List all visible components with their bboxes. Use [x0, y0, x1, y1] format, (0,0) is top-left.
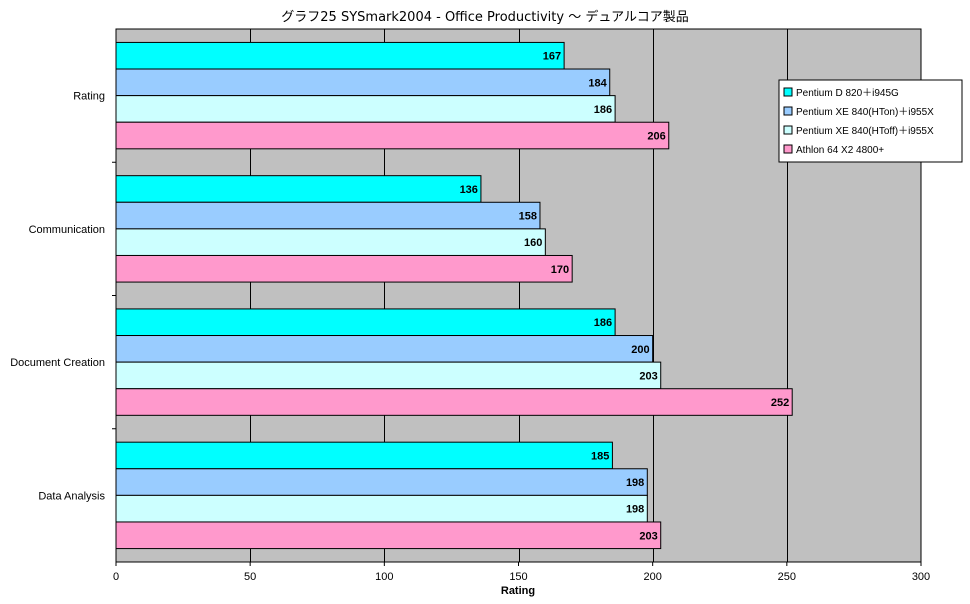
category-label: Document Creation — [10, 357, 105, 369]
x-axis-title: Rating — [501, 585, 535, 597]
legend-swatch — [783, 144, 793, 154]
data-label: 252 — [771, 397, 789, 409]
chart-title: グラフ25 SYSmark2004 - Office Productivity … — [281, 9, 688, 25]
data-label: 206 — [647, 131, 665, 143]
legend-label: Pentium XE 840(HToff)＋i955X — [796, 126, 934, 137]
data-label: 160 — [524, 237, 542, 249]
legend-label: Athlon 64 X2 4800+ — [796, 145, 884, 156]
bar — [115, 254, 573, 283]
category-label: Rating — [73, 91, 105, 103]
bar — [115, 175, 482, 203]
data-label: 167 — [543, 51, 561, 63]
data-label: 203 — [639, 530, 657, 542]
data-label: 186 — [594, 104, 612, 116]
category-label: Data Analysis — [38, 490, 105, 502]
bar — [115, 308, 616, 337]
bar — [115, 441, 613, 470]
x-tick-label: 200 — [643, 571, 661, 583]
bar — [115, 335, 654, 363]
data-label: 170 — [551, 264, 569, 276]
data-label: 158 — [519, 211, 537, 223]
data-label: 186 — [594, 317, 612, 329]
data-label: 198 — [626, 504, 644, 516]
legend-label: Pentium XE 840(HTon)＋i955X — [796, 107, 934, 118]
data-label: 185 — [591, 450, 609, 462]
data-label: 200 — [631, 344, 649, 356]
legend-swatch — [783, 106, 793, 116]
bar — [115, 121, 670, 150]
legend: Pentium D 820＋i945G Pentium XE 840(HTon)＋… — [778, 79, 963, 163]
bar — [115, 68, 611, 97]
legend-swatch — [783, 87, 793, 97]
x-tick-label: 250 — [778, 571, 796, 583]
bar — [115, 388, 793, 416]
bar — [115, 494, 648, 523]
data-label: 136 — [460, 184, 478, 196]
x-tick-label: 150 — [509, 571, 527, 583]
bar — [115, 201, 541, 230]
x-tick-label: 300 — [912, 571, 930, 583]
legend-box — [778, 79, 963, 163]
data-label: 203 — [639, 370, 657, 382]
bar — [115, 521, 662, 550]
legend-swatch — [783, 125, 793, 135]
bar — [115, 228, 546, 256]
legend-label: Pentium D 820＋i945G — [796, 88, 899, 99]
bar — [115, 95, 616, 123]
data-label: 198 — [626, 477, 644, 489]
category-label: Communication — [29, 224, 105, 236]
x-tick-label: 100 — [375, 571, 393, 583]
bar — [115, 468, 648, 496]
bar — [115, 361, 662, 390]
data-label: 184 — [588, 77, 607, 89]
x-tick-label: 0 — [113, 571, 119, 583]
x-tick-label: 50 — [244, 571, 256, 583]
bar — [115, 41, 565, 70]
